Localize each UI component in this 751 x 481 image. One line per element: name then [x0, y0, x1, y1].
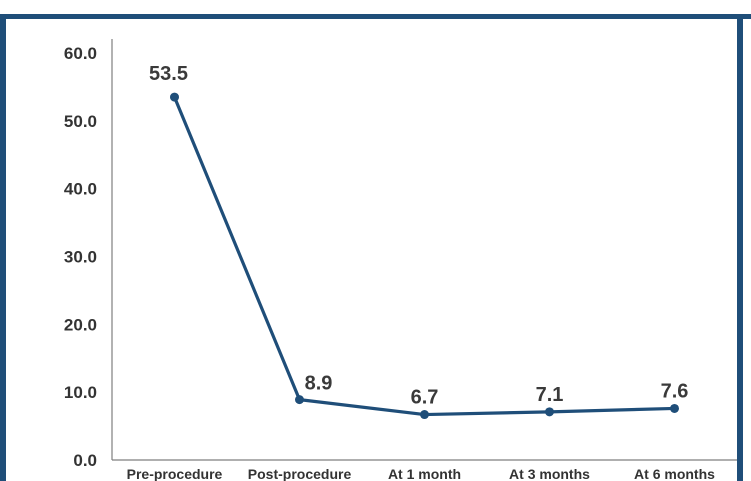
y-tick-label: 20.0: [64, 315, 97, 334]
data-label: 8.9: [305, 373, 333, 395]
frame-left-border: [0, 14, 6, 481]
y-tick-label: 60.0: [64, 44, 97, 63]
x-tick-label: Pre-procedure: [127, 466, 223, 481]
data-label: 7.6: [661, 380, 689, 402]
x-tick-label: At 6 months: [634, 466, 715, 481]
data-label: 7.1: [536, 384, 564, 406]
x-tick-label: At 1 month: [388, 466, 461, 481]
y-tick-label: 50.0: [64, 112, 97, 131]
data-point: [670, 403, 679, 413]
x-tick-label: Post-procedure: [248, 466, 352, 481]
data-label: 53.5: [149, 63, 188, 85]
x-tick-label: At 3 months: [509, 466, 590, 481]
data-point: [420, 410, 429, 420]
frame-right-border: [737, 14, 743, 481]
data-point: [295, 395, 304, 405]
data-point: [170, 92, 179, 102]
header-background: [0, 0, 751, 18]
data-label: 6.7: [411, 387, 439, 409]
y-tick-label: 0.0: [73, 451, 97, 470]
series-line: [173, 96, 675, 417]
data-point: [545, 407, 554, 417]
y-tick-label: 10.0: [64, 383, 97, 402]
y-tick-label: 30.0: [64, 248, 97, 267]
y-tick-label: 40.0: [64, 180, 97, 199]
frame-top-border: [0, 14, 751, 19]
